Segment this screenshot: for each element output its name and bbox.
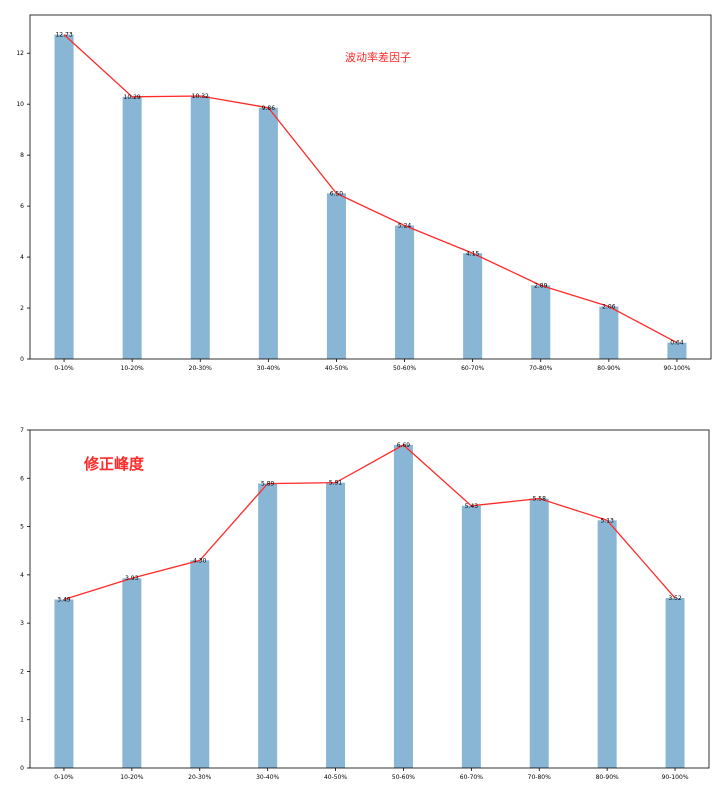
- y-tick-label: 6: [20, 475, 24, 482]
- bar-30-40%: [258, 483, 278, 768]
- y-tick-label: 10: [16, 101, 24, 108]
- x-tick-label: 0-10%: [54, 365, 74, 372]
- plot-frame: [29, 429, 710, 769]
- bar-90-100%: [665, 598, 685, 768]
- data-label: 4.30: [193, 557, 207, 564]
- bar-50-60%: [393, 444, 413, 768]
- data-label: 2.89: [534, 282, 548, 289]
- x-tick-label: 40-50%: [324, 774, 347, 781]
- bar-10-20%: [122, 96, 142, 359]
- data-label: 12.73: [55, 32, 72, 39]
- data-label: 0.64: [670, 340, 684, 347]
- bar-90-100%: [667, 342, 687, 359]
- data-label: 6.50: [330, 190, 344, 197]
- data-label: 3.52: [668, 595, 682, 602]
- data-label: 2.06: [602, 304, 616, 311]
- bar-0-10%: [54, 599, 74, 768]
- data-label: 3.93: [125, 575, 139, 582]
- x-tick-label: 10-20%: [121, 365, 144, 372]
- y-tick-label: 3: [20, 620, 24, 627]
- chart-title: 波动率差因子: [345, 50, 411, 64]
- x-tick-label: 20-30%: [188, 774, 211, 781]
- chart-title: 修正峰度: [83, 455, 145, 473]
- x-tick-label: 90-100%: [662, 774, 689, 781]
- y-tick-label: 2: [20, 668, 24, 675]
- y-tick-label: 6: [20, 203, 24, 210]
- bar-40-50%: [326, 482, 346, 768]
- data-label: 5.91: [329, 480, 343, 487]
- data-label: 6.69: [397, 442, 411, 449]
- bar-30-40%: [258, 107, 278, 359]
- x-tick-label: 90-100%: [663, 365, 690, 372]
- x-tick-label: 50-60%: [392, 774, 415, 781]
- data-label: 10.32: [192, 93, 209, 100]
- bar-20-30%: [190, 560, 210, 768]
- x-tick-label: 0-10%: [54, 774, 74, 781]
- x-tick-label: 20-30%: [189, 365, 212, 372]
- trend-line: [63, 34, 678, 344]
- y-tick-label: 5: [20, 524, 24, 531]
- data-label: 5.13: [600, 517, 614, 524]
- data-label: 10.29: [124, 94, 141, 101]
- bar-80-90%: [597, 520, 617, 768]
- data-label: 3.49: [57, 596, 71, 603]
- y-tick-label: 1: [20, 717, 24, 724]
- data-label: 4.15: [466, 250, 480, 257]
- bar-50-60%: [395, 225, 415, 359]
- x-tick-label: 50-60%: [393, 365, 416, 372]
- x-tick-label: 30-40%: [257, 365, 280, 372]
- bar-60-70%: [463, 253, 483, 359]
- x-tick-label: 80-90%: [596, 774, 619, 781]
- bar-80-90%: [599, 306, 619, 359]
- volatility-diff-factor-chart: 12.73 10.29 10.32 9.86 6.50 5.24 4.15 2.89 2.06 0…: [16, 14, 712, 372]
- x-tick-label: 70-80%: [529, 365, 552, 372]
- data-label: 5.89: [261, 481, 275, 488]
- plot-frame: [29, 14, 712, 360]
- x-tick-label: 70-80%: [528, 774, 551, 781]
- bar-60-70%: [461, 505, 481, 768]
- y-tick-label: 0: [20, 765, 24, 772]
- x-tick-label: 30-40%: [256, 774, 279, 781]
- x-tick-label: 80-90%: [597, 365, 620, 372]
- trend-line: [63, 444, 676, 601]
- bar-70-80%: [531, 285, 551, 359]
- x-tick-label: 60-70%: [461, 365, 484, 372]
- y-tick-label: 2: [20, 305, 24, 312]
- y-tick-label: 0: [20, 356, 24, 363]
- bar-0-10%: [54, 34, 74, 360]
- y-tick-label: 12: [16, 50, 24, 57]
- x-tick-label: 60-70%: [460, 774, 483, 781]
- bar-20-30%: [190, 96, 210, 359]
- bar-40-50%: [326, 193, 346, 359]
- y-tick-label: 4: [20, 572, 24, 579]
- bar-70-80%: [529, 498, 549, 768]
- data-label: 5.58: [533, 496, 547, 503]
- data-label: 5.43: [465, 503, 479, 510]
- data-label: 5.24: [398, 222, 412, 229]
- y-tick-label: 4: [20, 254, 24, 261]
- corrected-kurtosis-chart: 3.49 3.93 4.30 5.89 5.91 6.69 5.43 5.58 5.13 3.52…: [20, 427, 710, 781]
- y-tick-label: 8: [20, 152, 24, 159]
- y-tick-label: 7: [20, 427, 24, 434]
- x-tick-label: 40-50%: [325, 365, 348, 372]
- bar-10-20%: [122, 578, 142, 768]
- x-tick-label: 10-20%: [120, 774, 143, 781]
- data-label: 9.86: [262, 105, 276, 112]
